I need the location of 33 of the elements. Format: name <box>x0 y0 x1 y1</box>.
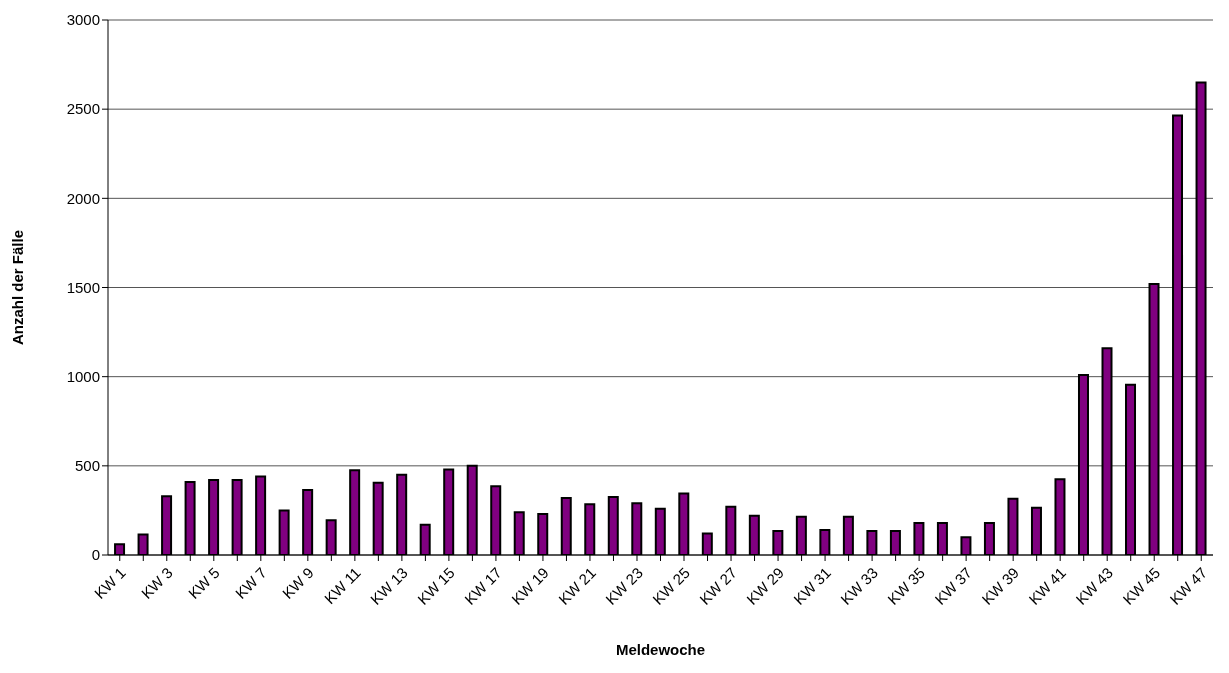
x-tick-label: KW 37 <box>931 563 976 608</box>
x-tick-label: KW 17 <box>461 563 505 608</box>
y-axis-title: Anzahl der Fälle <box>9 229 27 346</box>
y-tick-label: 1500 <box>66 278 100 296</box>
y-tick-label: 2000 <box>66 189 100 207</box>
x-axis-title: Meldewoche <box>615 641 706 658</box>
x-tick-label: KW 7 <box>231 563 270 602</box>
x-tick-label: KW 5 <box>184 563 223 602</box>
x-tick-label: KW 1 <box>90 563 129 602</box>
x-tick-label: KW 27 <box>696 563 740 608</box>
x-tick-label: KW 3 <box>137 563 176 602</box>
x-tick-label: KW 15 <box>414 563 458 608</box>
x-tick-label: KW 13 <box>366 563 411 608</box>
x-tick-label: KW 19 <box>508 563 552 608</box>
x-tick-label: KW 41 <box>1025 563 1070 608</box>
x-tick-label: KW 23 <box>602 563 646 608</box>
x-tick-label: KW 35 <box>884 563 929 608</box>
y-tick-label: 3000 <box>66 11 100 29</box>
x-tick-label: KW 33 <box>837 563 882 608</box>
x-tick-label: KW 47 <box>1166 563 1211 608</box>
y-tick-label: 1000 <box>66 367 100 385</box>
x-tick-label: KW 9 <box>278 563 317 602</box>
x-tick-label: KW 25 <box>649 563 693 608</box>
x-tick-label: KW 31 <box>790 563 835 608</box>
x-tick-label: KW 43 <box>1072 563 1117 608</box>
x-tick-label: KW 21 <box>555 563 599 608</box>
x-tick-label: KW 39 <box>978 563 1023 608</box>
x-tick-label: KW 45 <box>1119 563 1164 608</box>
x-tick-label: KW 29 <box>743 563 787 608</box>
x-tick-label: KW 11 <box>320 563 364 607</box>
y-tick-label: 0 <box>91 546 100 564</box>
y-tick-label: 500 <box>74 457 100 475</box>
y-tick-label: 2500 <box>66 100 100 118</box>
